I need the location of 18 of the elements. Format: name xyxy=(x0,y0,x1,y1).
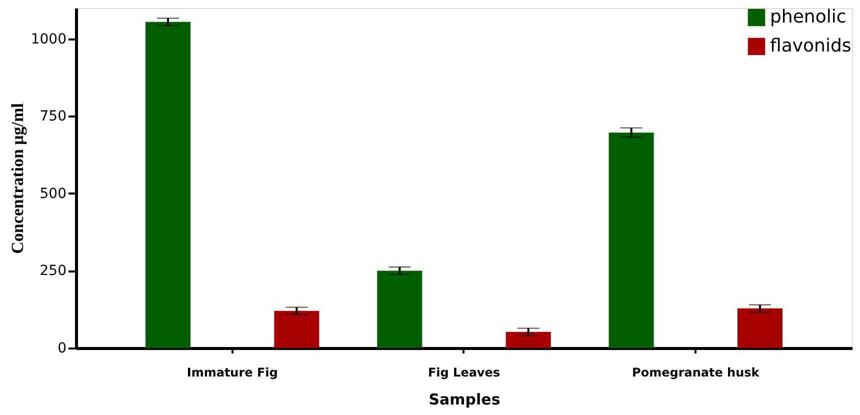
y-tick-label: 0 xyxy=(58,340,66,356)
y-axis-title: Concentration μg/ml xyxy=(8,102,27,254)
x-tick-label: Immature Fig xyxy=(186,366,278,380)
bar xyxy=(506,332,551,348)
bar xyxy=(274,310,320,348)
bar xyxy=(145,22,191,348)
x-axis-title: Samples xyxy=(428,390,500,408)
legend-label: flavonids xyxy=(770,36,852,56)
y-tick-label: 500 xyxy=(40,186,66,202)
y-tick-label: 750 xyxy=(40,108,66,125)
x-tick-label: Fig Leaves xyxy=(428,366,500,380)
x-tick-label: Pomegranate husk xyxy=(632,366,760,380)
bar xyxy=(608,132,654,348)
bar xyxy=(377,270,422,348)
bar xyxy=(737,308,783,348)
y-tick-label: 250 xyxy=(40,263,66,280)
y-tick-label: 1000 xyxy=(30,31,66,48)
legend-label: phenolic xyxy=(770,6,846,28)
